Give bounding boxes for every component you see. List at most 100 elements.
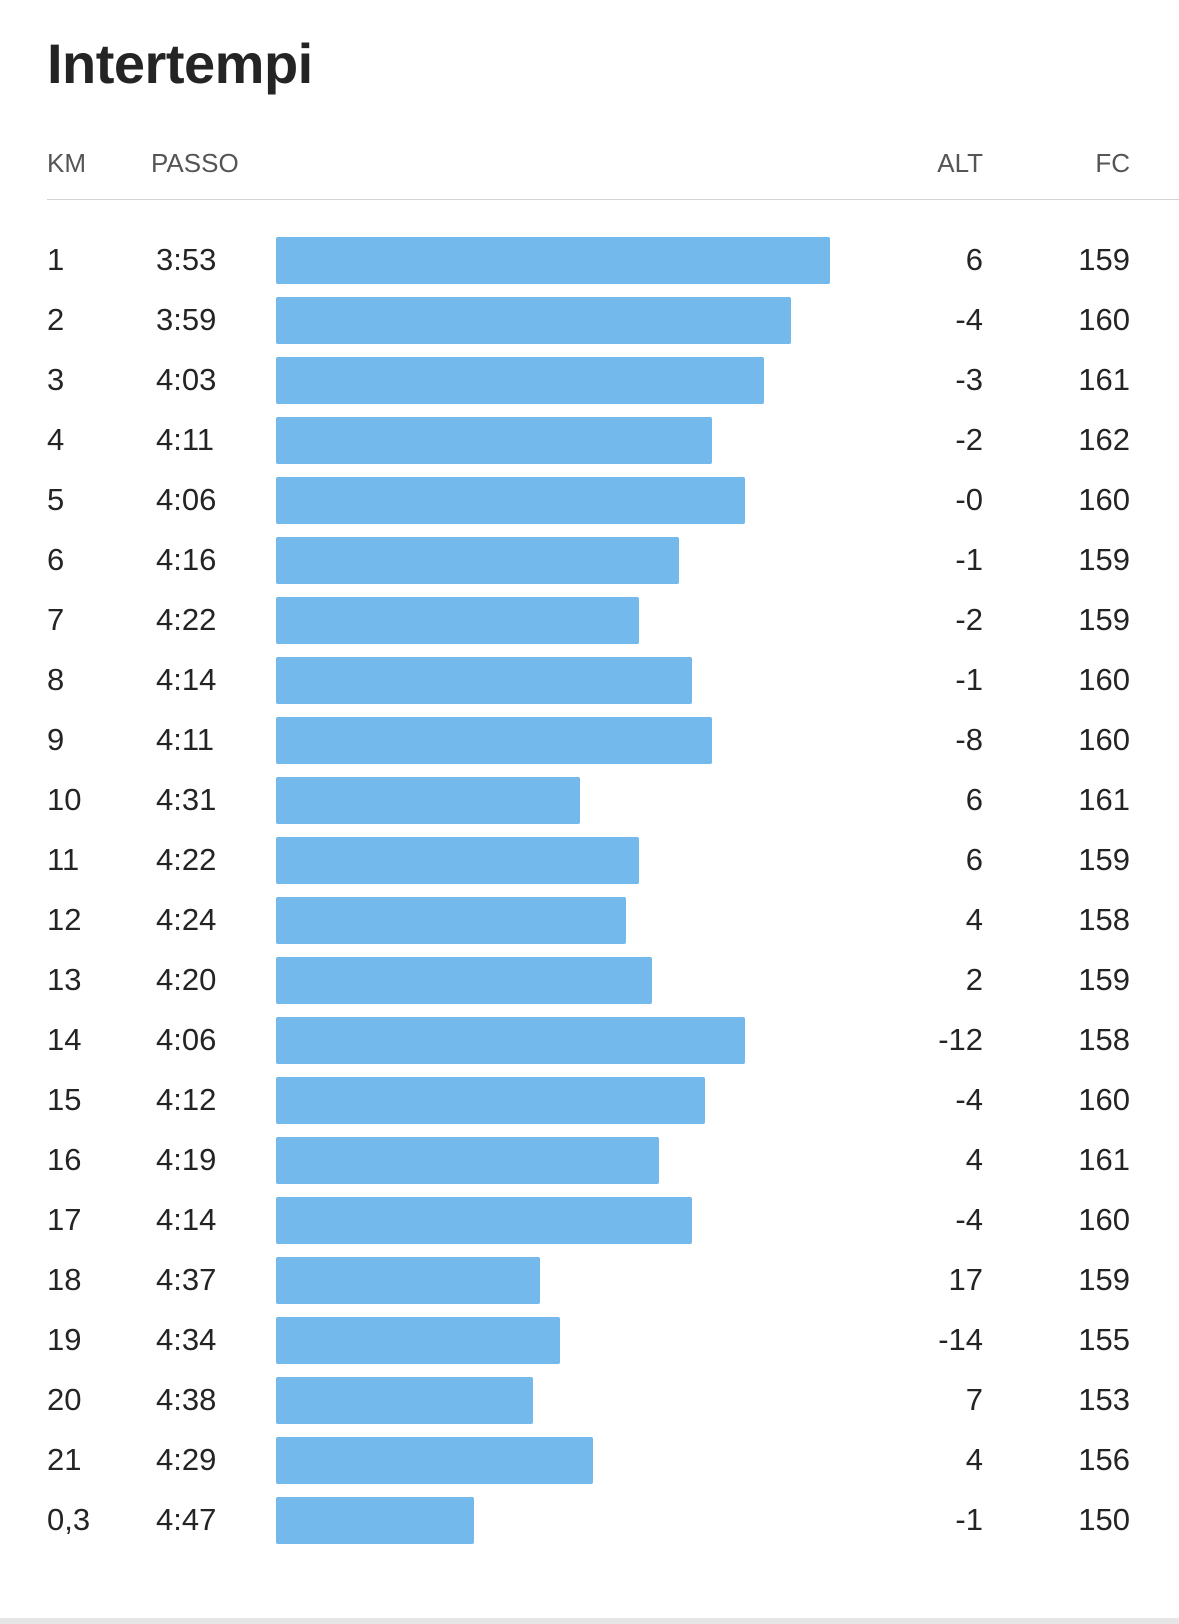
pace-bar	[276, 297, 791, 344]
pace-bar	[276, 597, 639, 644]
split-pace: 4:19	[156, 1142, 217, 1177]
split-hr: 160	[1078, 1082, 1130, 1117]
split-alt: 4	[965, 1142, 983, 1177]
split-row: 7 4:22 -2 159	[0, 596, 1179, 656]
split-hr: 162	[1078, 422, 1130, 457]
split-row: 13 4:20 2 159	[0, 956, 1179, 1016]
split-row: 20 4:38 7 153	[0, 1376, 1179, 1436]
split-row: 5 4:06 -0 160	[0, 476, 1179, 536]
split-hr: 159	[1078, 842, 1130, 877]
split-alt: 6	[965, 782, 983, 817]
header-divider	[47, 199, 1179, 200]
split-km: 3	[47, 362, 65, 397]
pace-bar	[276, 957, 653, 1004]
split-row: 17 4:14 -4 160	[0, 1196, 1179, 1256]
split-row: 14 4:06 -12 158	[0, 1016, 1179, 1076]
split-pace: 4:06	[156, 1022, 217, 1057]
split-alt: -12	[938, 1022, 983, 1057]
pace-bar	[276, 777, 580, 824]
split-km: 13	[47, 962, 82, 997]
split-pace: 4:31	[156, 782, 217, 817]
split-alt: -4	[955, 1082, 983, 1117]
split-hr: 159	[1078, 542, 1130, 577]
split-pace: 4:06	[156, 482, 217, 517]
split-hr: 160	[1078, 722, 1130, 757]
split-km: 10	[47, 782, 82, 817]
split-row: 12 4:24 4 158	[0, 896, 1179, 956]
split-pace: 4:12	[156, 1082, 217, 1117]
split-pace: 4:14	[156, 662, 217, 697]
split-km: 14	[47, 1022, 82, 1057]
splits-list: 1 3:53 6 159 2 3:59 -4 160 3 4:03 -3 161 4 4:11 -2 162 5…	[0, 236, 1179, 1556]
split-hr: 156	[1078, 1442, 1130, 1477]
split-row: 18 4:37 17 159	[0, 1256, 1179, 1316]
split-alt: -0	[955, 482, 983, 517]
split-alt: 6	[965, 842, 983, 877]
column-header-pace: PASSO	[151, 148, 239, 178]
split-alt: -2	[955, 422, 983, 457]
split-alt: 4	[965, 1442, 983, 1477]
split-km: 15	[47, 1082, 82, 1117]
split-alt: -3	[955, 362, 983, 397]
split-hr: 160	[1078, 1202, 1130, 1237]
split-km: 6	[47, 542, 65, 577]
split-row: 0,3 4:47 -1 150	[0, 1496, 1179, 1556]
split-pace: 4:34	[156, 1322, 217, 1357]
split-hr: 159	[1078, 242, 1130, 277]
split-km: 19	[47, 1322, 82, 1357]
pace-bar	[276, 237, 831, 284]
pace-bar	[276, 417, 712, 464]
split-alt: -2	[955, 602, 983, 637]
split-alt: 17	[948, 1262, 983, 1297]
split-hr: 160	[1078, 482, 1130, 517]
split-row: 1 3:53 6 159	[0, 236, 1179, 296]
split-pace: 3:59	[156, 302, 217, 337]
split-pace: 4:11	[156, 722, 215, 757]
split-pace: 4:47	[156, 1502, 217, 1537]
pace-bar	[276, 357, 765, 404]
split-pace: 4:24	[156, 902, 217, 937]
column-header-hr: FC	[1095, 148, 1130, 178]
split-hr: 161	[1078, 362, 1130, 397]
split-hr: 155	[1078, 1322, 1130, 1357]
split-hr: 159	[1078, 1262, 1130, 1297]
pace-bar	[276, 1317, 560, 1364]
pace-bar	[276, 1197, 692, 1244]
split-pace: 4:22	[156, 602, 217, 637]
split-row: 19 4:34 -14 155	[0, 1316, 1179, 1376]
split-hr: 160	[1078, 302, 1130, 337]
split-alt: -1	[955, 662, 983, 697]
split-km: 9	[47, 722, 65, 757]
split-row: 3 4:03 -3 161	[0, 356, 1179, 416]
split-km: 0,3	[47, 1502, 91, 1537]
column-header-alt: ALT	[937, 148, 983, 178]
split-alt: -14	[938, 1322, 983, 1357]
split-alt: -4	[955, 302, 983, 337]
split-alt: -8	[955, 722, 983, 757]
split-hr: 160	[1078, 662, 1130, 697]
split-hr: 161	[1078, 1142, 1130, 1177]
split-hr: 158	[1078, 902, 1130, 937]
split-row: 6 4:16 -1 159	[0, 536, 1179, 596]
pace-bar	[276, 717, 712, 764]
split-pace: 4:14	[156, 1202, 217, 1237]
split-pace: 4:29	[156, 1442, 217, 1477]
split-alt: 7	[965, 1382, 983, 1417]
split-row: 9 4:11 -8 160	[0, 716, 1179, 776]
split-km: 1	[47, 242, 65, 277]
split-row: 8 4:14 -1 160	[0, 656, 1179, 716]
split-hr: 159	[1078, 962, 1130, 997]
split-row: 4 4:11 -2 162	[0, 416, 1179, 476]
split-row: 10 4:31 6 161	[0, 776, 1179, 836]
split-km: 11	[47, 842, 80, 877]
split-km: 21	[47, 1442, 82, 1477]
split-km: 7	[47, 602, 65, 637]
page-title: Intertempi	[47, 32, 313, 95]
split-row: 11 4:22 6 159	[0, 836, 1179, 896]
split-alt: 4	[965, 902, 983, 937]
split-hr: 153	[1078, 1382, 1130, 1417]
split-hr: 159	[1078, 602, 1130, 637]
split-pace: 4:20	[156, 962, 217, 997]
split-km: 12	[47, 902, 82, 937]
split-alt: 2	[965, 962, 983, 997]
